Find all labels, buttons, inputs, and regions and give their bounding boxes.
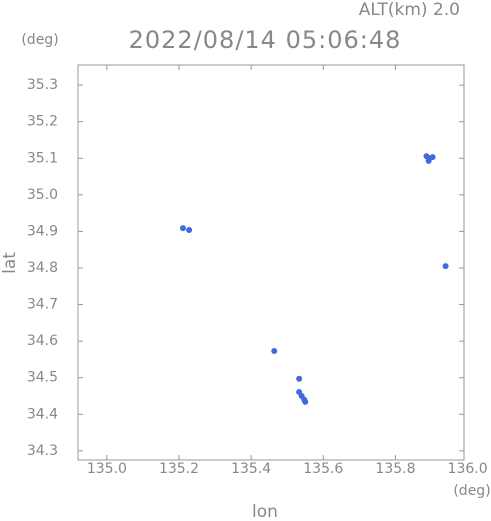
chart-subtitle: ALT(km) 2.0 <box>359 0 460 20</box>
plot-frame <box>77 64 465 461</box>
y-unit: (deg) <box>21 32 58 48</box>
y-tick-label: 35.0 <box>27 187 58 203</box>
echo-point <box>296 375 303 382</box>
y-tick-label: 34.7 <box>27 297 58 313</box>
echo-point <box>179 225 186 232</box>
echo-point <box>425 157 432 164</box>
y-tick-label: 34.4 <box>27 406 58 422</box>
chart-title: 2022/08/14 05:06:48 <box>129 26 402 54</box>
y-axis-label: lat <box>0 252 20 274</box>
x-unit: (deg) <box>453 483 490 499</box>
x-tick-label: 135.6 <box>303 461 343 477</box>
y-tick-label: 34.3 <box>27 443 58 459</box>
y-tick-label: 35.2 <box>27 114 58 130</box>
y-tick-label: 34.9 <box>27 223 58 239</box>
x-tick-label: 135.0 <box>87 461 127 477</box>
y-tick-label: 34.6 <box>27 333 58 349</box>
x-tick-label: 135.4 <box>231 461 271 477</box>
x-tick-label: 135.8 <box>375 461 415 477</box>
y-tick-label: 34.5 <box>27 370 58 386</box>
x-axis-label: lon <box>252 502 278 521</box>
echo-point <box>429 154 436 161</box>
x-tick-label: 136.0 <box>448 461 488 477</box>
echo-point <box>442 263 449 270</box>
y-tick-label: 35.3 <box>27 77 58 93</box>
y-tick-label: 35.1 <box>27 150 58 166</box>
echo-point <box>302 398 309 405</box>
x-tick-label: 135.2 <box>159 461 199 477</box>
echo-point <box>271 348 278 355</box>
y-tick-label: 34.8 <box>27 260 58 276</box>
echo-point <box>186 226 193 233</box>
